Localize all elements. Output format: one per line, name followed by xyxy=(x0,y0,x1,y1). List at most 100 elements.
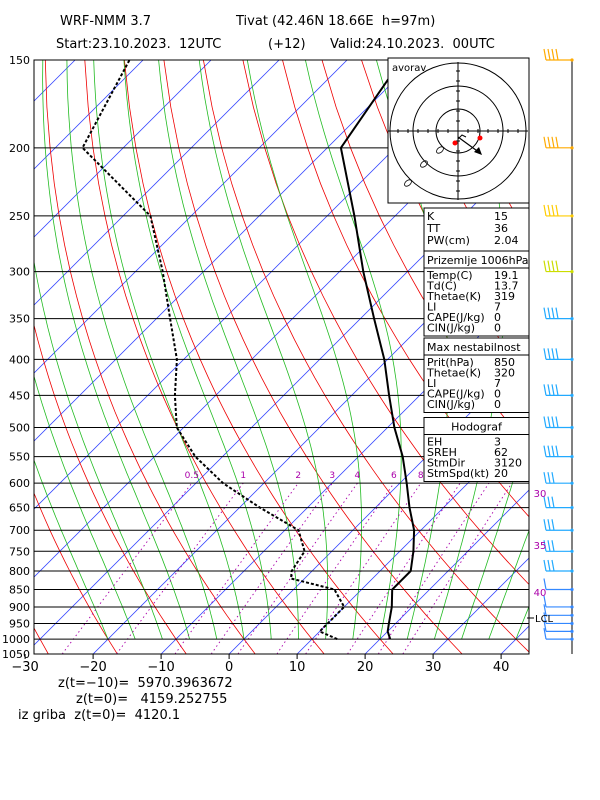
moist-adiabat xyxy=(93,60,245,640)
moist-adiabat xyxy=(123,60,272,640)
dry-adiabat xyxy=(44,60,256,654)
wind-speed-label: 35 xyxy=(534,541,547,552)
wind-barb xyxy=(543,384,574,397)
index-label: K xyxy=(427,210,435,223)
height-minus10: z(t=−10)= 5970.3963672 xyxy=(58,676,233,691)
surface-row-label: Temp(C) xyxy=(426,269,473,282)
isotherm-line xyxy=(34,60,416,442)
pressure-tick-label: 850 xyxy=(9,583,30,596)
hodograf-row-value: 20 xyxy=(494,467,508,480)
moist-adiabat xyxy=(305,60,402,640)
isotherm-line xyxy=(34,60,212,238)
wind-barb xyxy=(543,496,574,510)
surface-row-label: Thetae(K) xyxy=(426,290,481,303)
wind-speed-label: 30 xyxy=(534,489,547,500)
storm-motion-arrow xyxy=(474,147,482,155)
station-title: Tivat (42.46N 18.66E h=97m) xyxy=(236,14,436,29)
mixing-ratio-label: 2 xyxy=(295,471,301,481)
temperature-tick-label: −30 xyxy=(11,660,38,675)
max-unstable-row-value: 850 xyxy=(494,356,515,369)
wind-barb xyxy=(543,627,574,641)
isotherm-line xyxy=(34,60,144,170)
moist-adiabat xyxy=(42,60,190,640)
wind-barb xyxy=(543,260,574,274)
moist-adiabat xyxy=(34,458,109,640)
stability-table: K 15 TT 36 PW(cm) 2.04 Prizemlje 1006hPa Temp(C… xyxy=(423,207,530,482)
index-label: PW(cm) xyxy=(427,234,470,247)
pressure-tick-label: 150 xyxy=(9,54,30,67)
max-unstable-row-label: LI xyxy=(427,377,436,390)
surface-row-value: 13.7 xyxy=(494,280,519,293)
hodograph-label: avorav xyxy=(392,63,426,74)
moist-adiabat xyxy=(198,60,328,640)
pressure-tick-label: 400 xyxy=(9,353,30,366)
dry-adiabat xyxy=(559,60,600,654)
surface-row-label: Td(C) xyxy=(426,280,457,293)
isotherm-line xyxy=(296,421,529,654)
pressure-tick-label: 950 xyxy=(9,617,30,630)
mixing-ratio-line xyxy=(402,482,513,654)
mixing-ratio-line xyxy=(61,482,193,654)
temperature-tick-label: −10 xyxy=(147,660,174,675)
hodograph-marker xyxy=(436,146,444,154)
dewpoint-profile xyxy=(81,60,346,641)
moist-adiabat xyxy=(34,259,163,640)
wind-barb xyxy=(543,472,574,485)
temperature-tick-label: −20 xyxy=(79,660,106,675)
mixing-ratio-label: 0.5 xyxy=(185,471,199,481)
height-zero: z(t=0)= 4159.252755 xyxy=(76,692,228,707)
mixing-ratio-label: 1 xyxy=(240,471,246,481)
max-unstable-row-label: Thetae(K) xyxy=(426,367,481,380)
pressure-tick-label: 250 xyxy=(9,210,30,223)
isotherm-line xyxy=(0,60,7,654)
mixing-ratio-label: 8 xyxy=(418,471,424,481)
hodograph-marker xyxy=(404,179,412,187)
table-box xyxy=(423,207,530,252)
table-box xyxy=(423,337,530,413)
surface-row-value: 0 xyxy=(494,322,501,335)
valid-time: Valid:24.10.2023. 00UTC xyxy=(330,37,495,52)
moist-adiabat xyxy=(246,60,362,640)
wind-barb xyxy=(543,136,574,150)
surface-row-value: 319 xyxy=(494,290,515,303)
wind-barb xyxy=(543,595,574,609)
temperature-tick-label: 10 xyxy=(289,660,306,675)
mixing-ratio-label: 6 xyxy=(391,471,397,481)
wind-barb xyxy=(543,559,574,573)
wind-speed-label: 40 xyxy=(534,588,547,599)
pressure-tick-label: 700 xyxy=(9,524,30,537)
index-label: TT xyxy=(426,222,441,235)
pressure-tick-label: 350 xyxy=(9,313,30,326)
moist-adiabat xyxy=(66,60,218,640)
max-unstable-row-value: 0 xyxy=(494,388,501,401)
isotherm-line xyxy=(34,60,280,306)
max-unstable-row-label: CAPE(J/kg) xyxy=(427,388,485,401)
surface-row-value: 7 xyxy=(494,301,501,314)
index-value: 15 xyxy=(494,210,508,223)
isotherm-line xyxy=(34,60,484,510)
pressure-tick-label: 900 xyxy=(9,601,30,614)
moist-adiabat xyxy=(34,374,136,640)
isotherm-line xyxy=(364,489,529,654)
wind-barb xyxy=(543,578,574,592)
forecast-offset: (+12) xyxy=(268,37,306,52)
table-box xyxy=(423,417,530,482)
wind-barb xyxy=(543,519,574,532)
pressure-tick-label: 750 xyxy=(9,545,30,558)
pressure-tick-label: 550 xyxy=(9,451,30,464)
max-unstable-row-label: Prit(hPa) xyxy=(427,356,474,369)
mixing-ratio-line xyxy=(347,482,461,654)
start-time: Start:23.10.2023. 12UTC xyxy=(56,37,222,52)
surface-row-label: CIN(J/kg) xyxy=(427,322,475,335)
pressure-tick-label: 1000 xyxy=(2,633,30,646)
pressure-tick-label: 450 xyxy=(9,389,30,402)
wind-barb xyxy=(543,604,574,617)
hodograf-row-value: 3120 xyxy=(494,457,522,470)
surface-row-value: 19.1 xyxy=(494,269,519,282)
wind-barb xyxy=(543,445,574,459)
hodograph-left-mover xyxy=(452,140,458,146)
pressure-tick-label: 1050 xyxy=(2,648,30,661)
wind-barb xyxy=(543,416,574,430)
temperature-profile xyxy=(339,60,416,640)
wind-barb xyxy=(543,204,574,218)
